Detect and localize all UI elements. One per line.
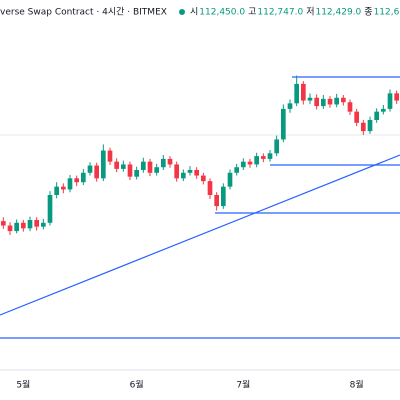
ohlc-label: 저 <box>306 7 314 18</box>
candle-body <box>47 195 53 223</box>
candle-body <box>207 181 213 195</box>
candle-body <box>27 220 33 229</box>
status-dot <box>179 9 185 15</box>
candle-body <box>127 164 133 177</box>
candle-body <box>321 98 326 107</box>
candle-body <box>174 164 179 179</box>
header-bg <box>0 0 400 24</box>
candle-body <box>181 172 186 179</box>
candle-body <box>227 172 233 187</box>
candle-body <box>101 150 106 179</box>
candle-body <box>394 93 399 101</box>
candles <box>1 75 399 235</box>
candle-body <box>7 225 13 232</box>
candle-body <box>314 97 319 107</box>
candle-body <box>194 170 199 176</box>
candle-body <box>41 222 46 227</box>
ohlc-value: 112,747.0 <box>257 8 303 18</box>
x-tick-label: 8월 <box>350 379 364 391</box>
candle-body <box>301 83 306 101</box>
candle-body <box>374 111 379 120</box>
candle-body <box>167 158 173 165</box>
candle-body <box>341 97 346 103</box>
candle-body <box>334 97 339 105</box>
candle-body <box>381 108 386 112</box>
candle-body <box>367 120 373 132</box>
candle-body <box>354 111 359 123</box>
candle-body <box>87 165 93 173</box>
ohlc-value: 112,429.0 <box>315 8 361 18</box>
candle-body <box>274 139 279 154</box>
candle-body <box>294 83 299 104</box>
candle-body <box>267 153 273 159</box>
ohlc-value: 112,633.0 <box>374 8 400 18</box>
candle-body <box>214 195 219 207</box>
candle-body <box>361 122 366 132</box>
candle-body <box>114 161 119 169</box>
candle-body <box>94 165 99 179</box>
candle-body <box>281 108 286 140</box>
candle-body <box>234 167 239 173</box>
ohlc-label: 시 <box>190 7 198 18</box>
candle-body <box>134 170 139 177</box>
candle-body <box>67 178 73 190</box>
candle-body <box>1 221 6 226</box>
candle-body <box>387 93 393 109</box>
candle-body <box>254 156 259 165</box>
candle-body <box>74 178 79 183</box>
candle-body <box>107 150 113 162</box>
candle-body <box>347 102 353 112</box>
drawings <box>0 76 400 339</box>
candle-body <box>201 175 206 182</box>
candle-body <box>34 220 39 227</box>
candle-body <box>241 161 246 168</box>
ohlc-label: 고 <box>248 8 256 18</box>
candle-body <box>261 156 266 159</box>
x-tick-label: 7월 <box>236 379 250 391</box>
candle-body <box>81 172 86 183</box>
candle-body <box>327 98 333 105</box>
candle-body <box>154 167 159 173</box>
x-tick-label: 6월 <box>130 379 144 391</box>
candle-body <box>187 170 193 173</box>
x-tick-label: 5월 <box>16 379 30 391</box>
candle-body <box>14 222 19 232</box>
candle-body <box>141 161 146 170</box>
drawn-trendline <box>0 154 400 316</box>
candle-body <box>161 158 166 168</box>
candle-body <box>54 186 59 195</box>
candle-body <box>287 103 293 109</box>
candle-body <box>121 164 126 169</box>
ohlc-value: 112,450.0 <box>199 8 245 18</box>
candle-body <box>61 186 66 190</box>
candle-body <box>307 97 313 101</box>
chart-title: verse Swap Contract · 4시간 · BITMEX <box>0 7 167 18</box>
candle-body <box>21 222 26 229</box>
candle-body <box>147 161 153 173</box>
candle-body <box>247 161 253 165</box>
candle-body <box>221 186 226 207</box>
ohlc-header: 시112,450.0고112,747.0저112,429.0종112,633.0… <box>190 7 400 18</box>
ohlc-label: 종 <box>364 7 372 18</box>
